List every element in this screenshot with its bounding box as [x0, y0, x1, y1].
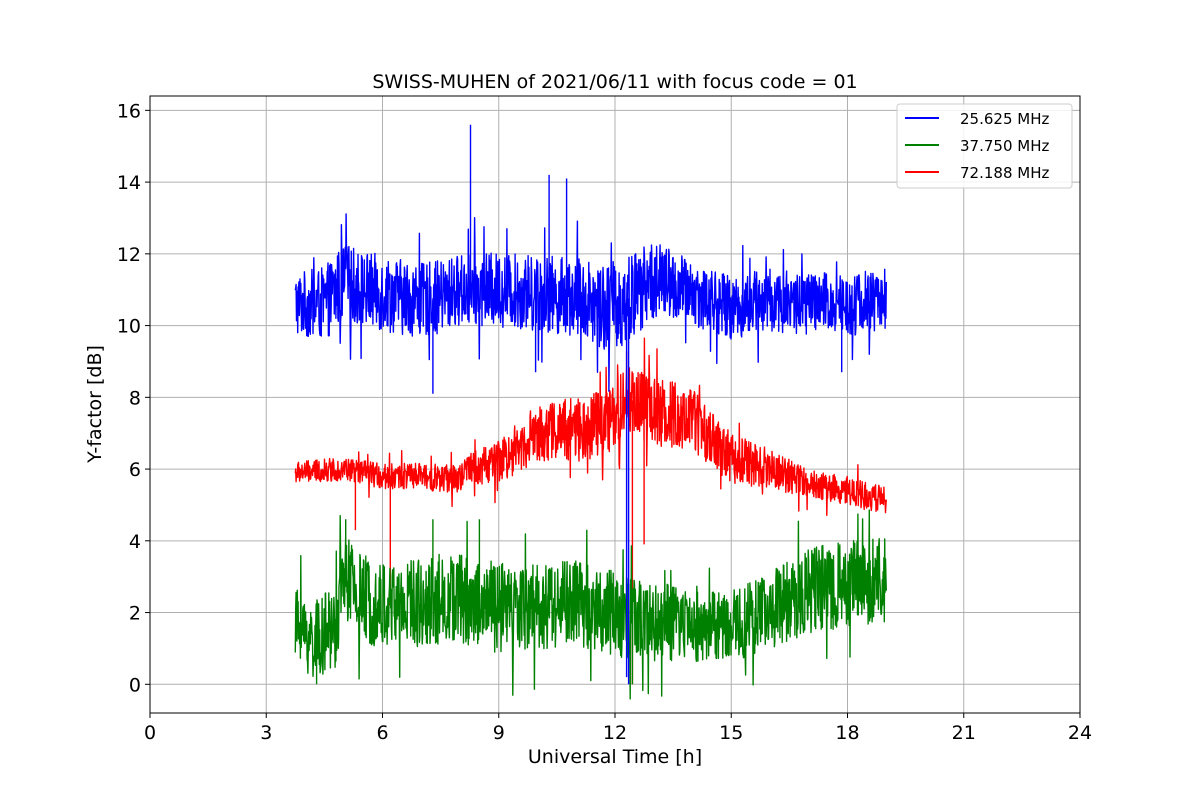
y-tick-label: 14: [117, 172, 141, 194]
y-axis-label: Y-factor [dB]: [84, 345, 106, 464]
y-tick-label: 0: [129, 674, 141, 696]
x-tick-label: 6: [376, 722, 388, 744]
x-tick-label: 0: [144, 722, 156, 744]
x-tick-label: 24: [1068, 722, 1092, 744]
x-axis-label: Universal Time [h]: [528, 746, 702, 768]
legend-label-72188: 72.188 MHz: [960, 164, 1049, 182]
y-tick-label: 6: [129, 459, 141, 481]
series-layer: [294, 124, 887, 700]
chart-title: SWISS-MUHEN of 2021/06/11 with focus cod…: [372, 71, 857, 93]
x-tick-label: 21: [952, 722, 976, 744]
series-line-72188: [294, 337, 887, 685]
y-tick-label: 12: [117, 244, 141, 266]
legend-label-37750: 37.750 MHz: [960, 137, 1049, 155]
y-tick-label: 8: [129, 387, 141, 409]
legend: 25.625 MHz 37.750 MHz 72.188 MHz: [896, 103, 1073, 189]
legend-box: [896, 103, 1073, 189]
series-line-25625: [294, 124, 887, 685]
x-tick-label: 15: [719, 722, 743, 744]
x-tick-label: 18: [835, 722, 859, 744]
y-tick-label: 10: [117, 316, 141, 338]
legend-label-25625: 25.625 MHz: [960, 110, 1049, 128]
x-tick-label: 3: [260, 722, 272, 744]
x-tick-label: 9: [493, 722, 505, 744]
series-line-37750: [294, 509, 887, 700]
y-tick-label: 16: [117, 100, 141, 122]
x-tick-label: 12: [603, 722, 627, 744]
y-tick-label: 4: [129, 531, 141, 553]
y-tick-label: 2: [129, 603, 141, 625]
